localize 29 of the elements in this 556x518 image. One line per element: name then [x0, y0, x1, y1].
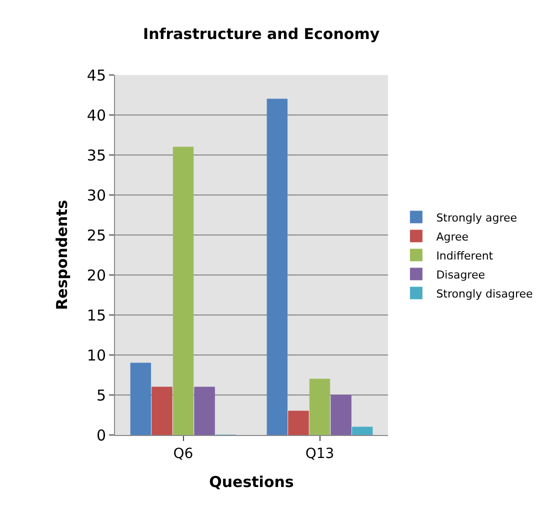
legend-label: Strongly disagree — [436, 287, 534, 300]
bar — [194, 386, 215, 435]
chart-title: Infrastructure and Economy — [143, 24, 380, 43]
y-tick-label: 35 — [86, 146, 106, 164]
y-tick-label: 15 — [86, 306, 106, 324]
legend-label: Strongly agree — [436, 211, 518, 224]
legend-label: Indifferent — [436, 249, 494, 262]
x-axis-title: Questions — [209, 472, 294, 491]
y-tick-label: 30 — [86, 186, 106, 204]
y-axis-title: Respondents — [53, 200, 72, 310]
bar — [288, 410, 309, 435]
bar — [130, 362, 152, 435]
bar — [172, 146, 194, 435]
y-tick-label: 0 — [96, 426, 106, 444]
bar — [330, 394, 352, 435]
legend-label: Disagree — [436, 268, 486, 282]
y-tick-label: 45 — [86, 66, 106, 84]
y-tick-label: 20 — [86, 266, 106, 284]
bar — [352, 426, 373, 435]
x-tick-label: Q6 — [173, 446, 194, 462]
y-tick-label: 10 — [86, 346, 106, 364]
bar — [266, 98, 288, 435]
bar — [152, 386, 172, 435]
bar — [309, 378, 330, 435]
y-tick-label: 25 — [86, 226, 106, 244]
y-tick-label: 5 — [96, 386, 106, 404]
legend-label: Agree — [436, 230, 469, 244]
x-tick-label: Q13 — [305, 446, 334, 462]
y-tick-label: 40 — [86, 106, 106, 124]
